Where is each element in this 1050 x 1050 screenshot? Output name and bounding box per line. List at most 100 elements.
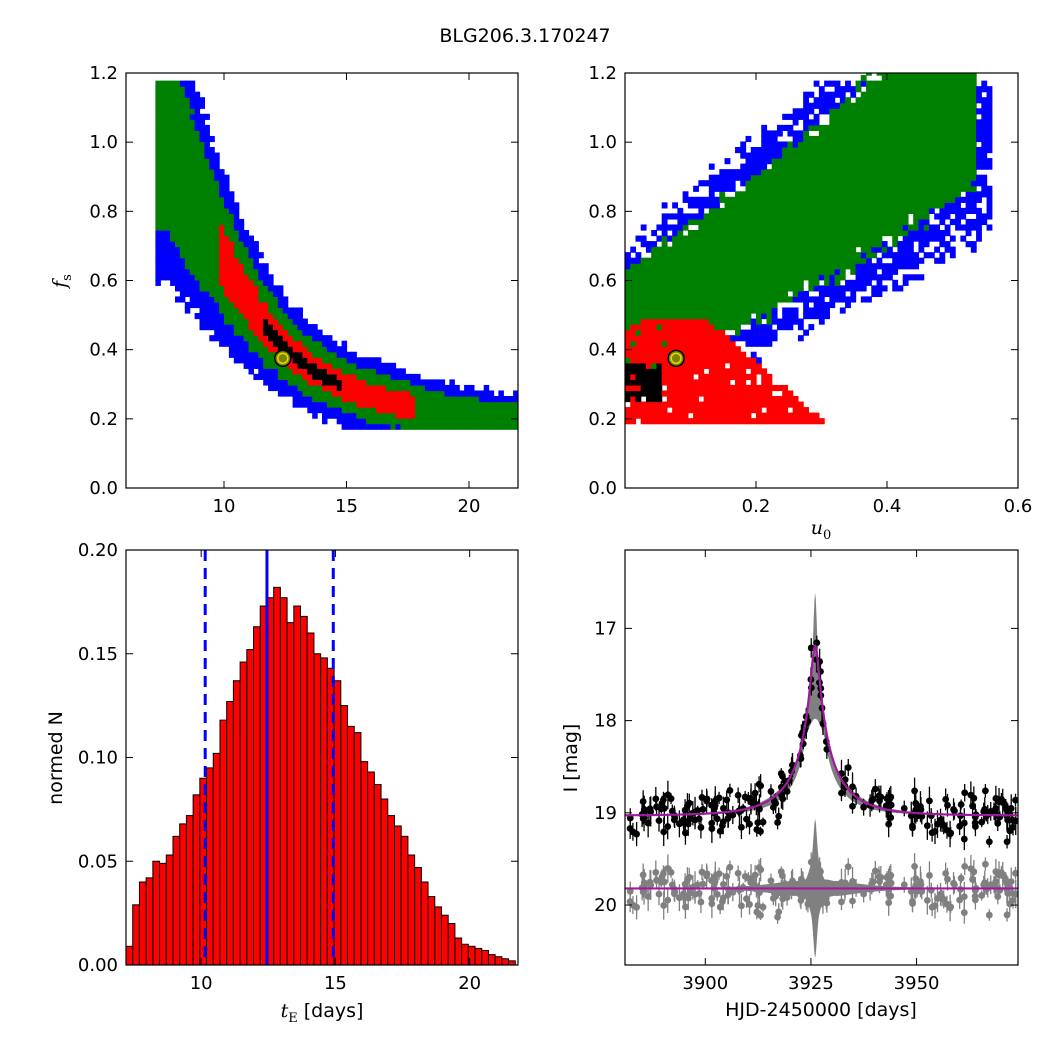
- heatmap-cell: [866, 91, 872, 98]
- y-tick-label: 0.4: [89, 340, 118, 361]
- heatmap-cell: [745, 268, 752, 275]
- heatmap-cell: [724, 185, 731, 192]
- heatmap-cell: [818, 301, 825, 309]
- heatmap-cell: [787, 318, 794, 325]
- heatmap-cell: [782, 235, 789, 242]
- heatmap-cell: [420, 390, 426, 397]
- heatmap-cell: [698, 412, 705, 419]
- heatmap-cell: [645, 268, 652, 275]
- heatmap-cell: [724, 263, 731, 270]
- residual-point: [950, 879, 957, 887]
- heatmap-cell: [714, 329, 720, 336]
- heatmap-cell: [965, 163, 972, 170]
- heatmap-cell: [292, 396, 299, 403]
- heatmap-cell: [224, 285, 230, 292]
- heatmap-cell: [194, 230, 201, 237]
- heatmap-cell: [170, 196, 176, 203]
- heatmap-cell: [876, 191, 883, 198]
- heatmap-cell: [233, 263, 240, 270]
- heatmap-cell: [434, 423, 441, 430]
- heatmap-cell: [845, 191, 851, 198]
- heatmap-cell: [292, 390, 299, 397]
- heatmap-cell: [214, 296, 220, 303]
- heatmap-cell: [850, 241, 857, 248]
- heatmap-cell: [677, 335, 684, 342]
- heatmap-cell: [682, 246, 689, 253]
- x-axis-label-units: [days]: [304, 1000, 364, 1022]
- heatmap-cell: [918, 213, 925, 220]
- heatmap-cell: [839, 86, 846, 93]
- heatmap-cell: [902, 119, 909, 126]
- heatmap-cell: [651, 274, 658, 281]
- heatmap-cell: [714, 301, 720, 309]
- heatmap-cell: [656, 257, 663, 264]
- heatmap-cell: [640, 418, 647, 425]
- heatmap-cell: [855, 268, 862, 275]
- heatmap-cell: [902, 80, 909, 87]
- heatmap-cell: [824, 202, 830, 209]
- heatmap-cell: [287, 362, 294, 369]
- heatmap-cell: [766, 301, 773, 309]
- heatmap-cell: [209, 279, 215, 286]
- heatmap-cell: [829, 174, 836, 181]
- heatmap-cell: [672, 285, 678, 292]
- heatmap-cell: [292, 318, 299, 325]
- heatmap-cell: [656, 224, 663, 231]
- heatmap-cell: [756, 274, 762, 281]
- heatmap-cell: [981, 135, 988, 143]
- heatmap-cell: [923, 75, 930, 82]
- heatmap-cell: [808, 147, 815, 154]
- heatmap-cell: [194, 268, 201, 275]
- heatmap-cell: [703, 329, 710, 336]
- heatmap-cell: [782, 113, 789, 120]
- heatmap-cell: [887, 180, 893, 187]
- heatmap-cell: [745, 213, 752, 220]
- heatmap-cell: [771, 218, 778, 226]
- heatmap-cell: [719, 290, 726, 298]
- heatmap-cell: [955, 73, 961, 76]
- heatmap-cell: [640, 279, 647, 286]
- heatmap-cell: [640, 224, 647, 231]
- data-point: [747, 798, 755, 806]
- heatmap-cell: [866, 202, 872, 209]
- heatmap-cell: [297, 401, 303, 408]
- heatmap-cell: [756, 185, 762, 192]
- heatmap-cell: [776, 396, 783, 403]
- heatmap-cell: [808, 324, 815, 331]
- heatmap-cell: [361, 423, 367, 430]
- heatmap-cell: [771, 384, 778, 392]
- heatmap-cell: [361, 412, 367, 419]
- heatmap-cell: [687, 241, 694, 248]
- heatmap-cell: [672, 307, 678, 314]
- heatmap-cell: [771, 169, 778, 176]
- heatmap-cell: [708, 202, 715, 209]
- heatmap-cell: [918, 174, 925, 181]
- heatmap-cell: [687, 340, 694, 347]
- heatmap-cell: [839, 185, 846, 192]
- heatmap-cell: [179, 235, 186, 242]
- data-point: [961, 789, 969, 797]
- heatmap-cell: [698, 418, 705, 425]
- heatmap-cell: [955, 130, 961, 137]
- heatmap-cell: [189, 185, 196, 192]
- heatmap-cell: [209, 263, 215, 270]
- heatmap-cell: [165, 263, 171, 270]
- heatmap-cell: [361, 373, 367, 381]
- heatmap-cell: [228, 290, 235, 298]
- heatmap-cell: [907, 73, 914, 76]
- heatmap-cell: [693, 307, 699, 314]
- heatmap-cell: [698, 224, 705, 231]
- heatmap-cell: [666, 318, 673, 325]
- heatmap-cell: [682, 362, 689, 369]
- heatmap-cells: [155, 80, 518, 430]
- heatmap-cell: [253, 246, 259, 253]
- heatmap-cell: [703, 340, 710, 347]
- residual-point: [724, 891, 732, 899]
- heatmap-cell: [493, 412, 499, 419]
- heatmap-cell: [630, 407, 637, 414]
- heatmap-cell: [934, 152, 940, 159]
- heatmap-cell: [970, 169, 977, 176]
- data-point: [646, 805, 654, 813]
- heatmap-cell: [792, 224, 799, 231]
- heatmap-cell: [792, 241, 799, 248]
